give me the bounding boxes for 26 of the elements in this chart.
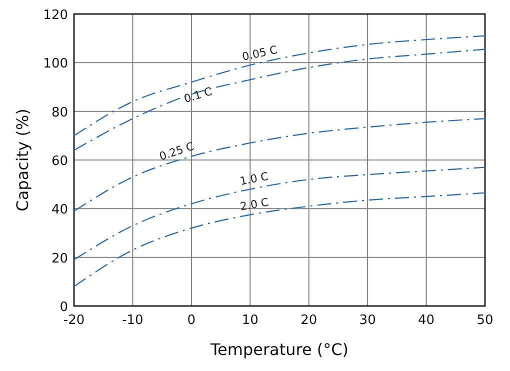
x-tick-label: -10 [122, 313, 144, 328]
x-tick-label: 50 [476, 313, 494, 328]
y-tick-label: 120 [43, 8, 68, 23]
x-tick-label: 0 [187, 313, 196, 328]
text: 0.05 C [241, 43, 279, 64]
y-tick-label: 40 [51, 202, 68, 218]
y-axis-title: Capacity (%) [13, 108, 32, 212]
text: 1.0 C [238, 170, 270, 188]
y-tick-label: 20 [51, 251, 68, 266]
x-axis-title: Temperature (°C) [209, 340, 349, 359]
x-tick-label: -20 [63, 313, 85, 328]
y-tick-label: 100 [43, 56, 68, 72]
text: 2.0 C [239, 196, 270, 214]
x-tick-label: 10 [242, 313, 258, 328]
line-series [73, 118, 486, 212]
y-tick-label: 0 [60, 300, 68, 315]
y-tick-label: 60 [51, 154, 68, 169]
text: 0.25 C [158, 140, 196, 164]
x-tick-label: 40 [418, 313, 435, 328]
text: 0.1 C [182, 84, 214, 106]
line-series [73, 192, 486, 288]
y-tick-label: 80 [51, 105, 68, 120]
x-tick-label: 30 [359, 313, 376, 328]
line-series [73, 166, 486, 260]
line-series [73, 35, 486, 136]
x-tick-label: 20 [300, 313, 318, 328]
